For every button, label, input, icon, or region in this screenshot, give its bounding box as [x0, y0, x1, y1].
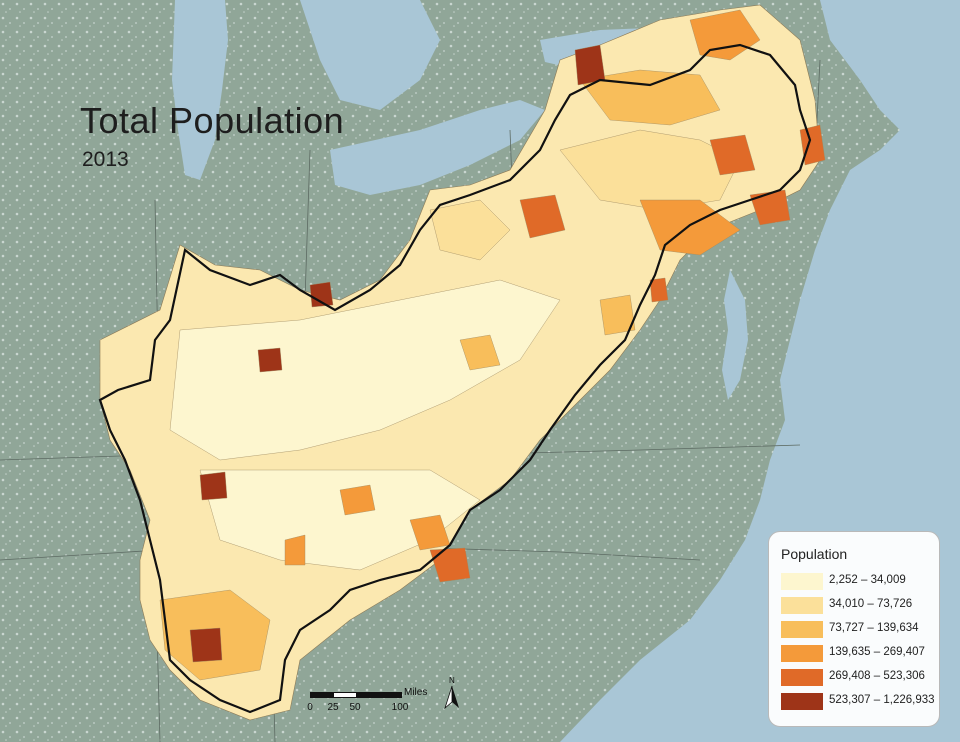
legend-swatch [781, 621, 823, 638]
scale-bar: Miles 0 25 50 100 [304, 687, 444, 720]
legend-row: 269,408 – 523,306 [781, 668, 939, 686]
legend-swatch [781, 669, 823, 686]
scale-tick: 0 [307, 702, 313, 713]
legend-swatch [781, 645, 823, 662]
scale-units: Miles [404, 687, 428, 698]
legend-row: 73,727 – 139,634 [781, 620, 939, 638]
legend-row: 523,307 – 1,226,933 [781, 692, 939, 710]
legend-label: 139,635 – 269,407 [829, 646, 925, 658]
legend-row: 139,635 – 269,407 [781, 644, 939, 662]
scale-tick: 25 [327, 702, 339, 713]
lake-michigan [172, 0, 228, 180]
legend-swatch [781, 573, 823, 590]
north-arrow: N [443, 676, 461, 712]
map-title: Total Population [80, 100, 345, 141]
legend-label: 2,252 – 34,009 [829, 574, 906, 586]
map-subtitle: 2013 [82, 148, 129, 171]
chesapeake-bay [722, 270, 748, 400]
legend-title: Population [781, 546, 848, 562]
legend-label: 523,307 – 1,226,933 [829, 694, 935, 706]
scale-tick: 50 [349, 702, 361, 713]
legend-swatch [781, 597, 823, 614]
scale-segment [356, 693, 401, 697]
region-outline [98, 43, 812, 714]
legend-label: 34,010 – 73,726 [829, 598, 913, 610]
lake-huron [300, 0, 440, 110]
scale-tick: 100 [391, 702, 409, 713]
legend-label: 73,727 – 139,634 [829, 622, 919, 634]
legend: Population 2,252 – 34,009 34,010 – 73,72… [768, 531, 940, 727]
county-choropleth [159, 9, 826, 681]
north-arrow-icon [444, 685, 459, 710]
scale-segment [311, 693, 334, 697]
legend-swatch [781, 693, 823, 710]
north-arrow-label: N [449, 676, 455, 685]
legend-row: 34,010 – 73,726 [781, 596, 939, 614]
scale-bar-graphic [310, 692, 402, 698]
legend-label: 269,408 – 523,306 [829, 670, 925, 682]
lake-erie [330, 100, 545, 195]
legend-row: 2,252 – 34,009 [781, 572, 939, 590]
